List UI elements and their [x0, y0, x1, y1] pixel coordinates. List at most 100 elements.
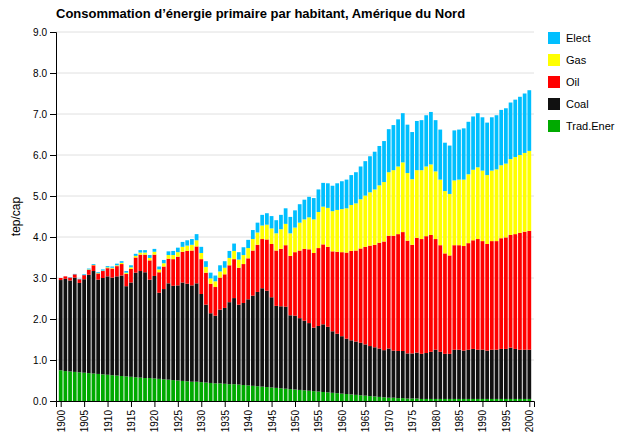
bar: [134, 256, 138, 258]
bar: [392, 398, 396, 401]
bar: [242, 247, 246, 255]
bar: [242, 264, 246, 303]
bar: [68, 280, 72, 371]
bar: [349, 205, 353, 251]
bar: [153, 255, 157, 276]
bar: [302, 321, 306, 391]
bar: [443, 354, 447, 399]
bar: [349, 394, 353, 401]
bar: [302, 249, 306, 321]
bar: [373, 396, 377, 401]
bar: [92, 264, 96, 266]
x-tick-label: 1945: [267, 410, 278, 433]
bar: [326, 208, 330, 247]
x-tick: 1930: [196, 401, 207, 432]
bar: [246, 258, 250, 299]
bar: [110, 375, 114, 401]
bar: [228, 258, 232, 265]
bar: [63, 371, 67, 401]
bar: [298, 223, 302, 251]
bar: [110, 267, 114, 269]
bar: [82, 275, 86, 279]
bar: [523, 94, 527, 153]
bar: [495, 350, 499, 399]
bar: [181, 242, 185, 247]
bar: [518, 97, 522, 155]
bar: [251, 386, 255, 401]
bar: [68, 277, 72, 278]
bar: [462, 246, 466, 351]
bar: [382, 242, 386, 351]
y-tick: 0.0: [33, 396, 56, 407]
bars: [59, 90, 531, 401]
bar: [181, 283, 185, 381]
y-tick-label: 9.0: [33, 27, 47, 38]
bar: [176, 285, 180, 380]
y-tick-label: 3.0: [33, 273, 47, 284]
bar: [110, 269, 114, 278]
x-tick: 1980: [431, 401, 442, 432]
bar: [434, 239, 438, 350]
bar: [251, 230, 255, 239]
x-axis-line: [57, 402, 535, 408]
bar: [171, 286, 175, 380]
bar: [495, 115, 499, 169]
bar: [265, 213, 269, 224]
bar: [246, 385, 250, 401]
y-tick-label: 1.0: [33, 355, 47, 366]
x-tick-mark: [295, 401, 296, 407]
bar: [209, 383, 213, 401]
bar: [462, 399, 466, 401]
y-tick-mark: [50, 319, 56, 320]
x-tick: 1945: [267, 401, 278, 432]
bar: [232, 298, 236, 384]
legend-label: Oil: [566, 76, 579, 88]
bar: [153, 378, 157, 401]
bar-series: [68, 90, 531, 281]
bar: [195, 246, 199, 283]
bar: [321, 244, 325, 324]
bar: [138, 378, 142, 401]
x-tick-label: 1910: [103, 410, 114, 433]
bar: [260, 239, 264, 288]
bar: [101, 278, 105, 374]
bar: [476, 167, 480, 239]
legend-item: Oil: [548, 76, 579, 88]
bar: [82, 274, 86, 276]
x-tick-mark: [272, 401, 273, 407]
bar: [162, 260, 166, 263]
bar: [284, 307, 288, 389]
bar: [176, 257, 180, 286]
bar: [157, 269, 161, 272]
bar: [359, 199, 363, 248]
bar: [242, 303, 246, 385]
bar: [162, 289, 166, 379]
bar: [377, 243, 381, 349]
bar: [162, 379, 166, 401]
bar: [199, 259, 203, 294]
bar: [78, 372, 82, 401]
bar: [504, 399, 508, 401]
bar: [349, 251, 353, 340]
bar: [218, 310, 222, 384]
legend-item: Elect: [548, 32, 590, 44]
bar: [321, 207, 325, 245]
x-tick-mark: [365, 401, 366, 407]
bar: [448, 194, 452, 256]
bar: [101, 374, 105, 401]
bar: [68, 277, 72, 278]
bar: [176, 252, 180, 257]
x-tick-mark: [178, 401, 179, 407]
bar: [92, 264, 96, 265]
x-tick-mark: [248, 401, 249, 407]
bar: [143, 255, 147, 273]
bar: [373, 347, 377, 396]
bar: [120, 376, 124, 401]
bar: [354, 251, 358, 342]
bar: [312, 328, 316, 392]
bar: [410, 179, 414, 245]
bar: [513, 157, 517, 234]
bar: [438, 399, 442, 401]
x-axis: 1900190519101915192019251930193519401945…: [56, 401, 536, 432]
bar: [82, 275, 86, 276]
